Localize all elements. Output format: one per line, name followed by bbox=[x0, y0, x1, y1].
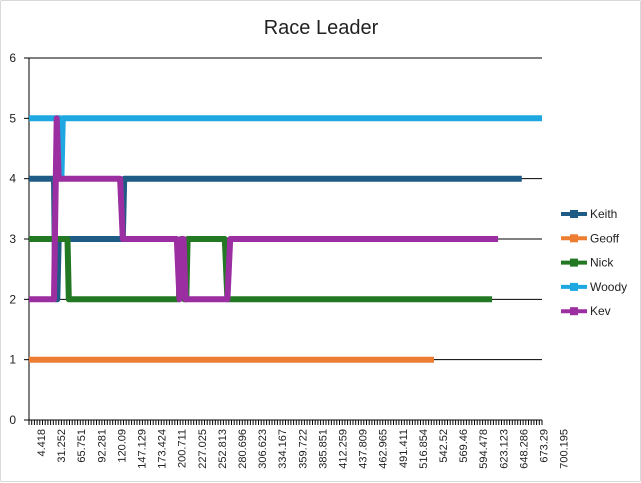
x-tick-label: 437.809 bbox=[358, 429, 370, 469]
legend-label-keith: Keith bbox=[590, 207, 617, 221]
legend-label-geoff: Geoff bbox=[590, 231, 620, 245]
x-tick-label: 252.813 bbox=[217, 429, 229, 469]
x-tick-label: 623.123 bbox=[498, 429, 510, 469]
x-tick-label: 491.411 bbox=[398, 429, 410, 468]
x-tick-label: 120.09 bbox=[116, 429, 128, 463]
y-tick-label: 3 bbox=[9, 232, 16, 246]
chart-title: Race Leader bbox=[264, 17, 379, 39]
x-tick-label: 200.711 bbox=[177, 429, 189, 468]
x-axis-ticks: 4.418 31.252 65.751 92.281 120.09 147.129 173.… bbox=[36, 429, 571, 469]
legend-marker-keith bbox=[570, 210, 578, 218]
x-tick-label: 648.286 bbox=[518, 429, 530, 469]
legend: Keith Geoff Nick Woody Kev bbox=[561, 207, 627, 318]
x-tick-label: 173.424 bbox=[157, 429, 169, 469]
x-tick-label: 594.478 bbox=[478, 429, 490, 469]
x-tick-label: 227.025 bbox=[197, 429, 209, 469]
legend-label-woody: Woody bbox=[590, 280, 627, 294]
legend-label-nick: Nick bbox=[590, 256, 614, 270]
x-tick-label: 516.854 bbox=[418, 429, 430, 469]
x-tick-label: 31.252 bbox=[56, 429, 68, 463]
legend-marker-kev bbox=[570, 307, 578, 316]
y-tick-label: 4 bbox=[9, 172, 16, 186]
x-tick-label: 147.129 bbox=[137, 429, 149, 469]
series-line-woody bbox=[29, 115, 542, 182]
x-tick-label: 359.722 bbox=[297, 429, 309, 469]
legend-marker-nick bbox=[570, 258, 578, 267]
y-axis-ticks: 0 1 2 3 4 5 6 bbox=[9, 51, 16, 427]
legend-marker-geoff bbox=[570, 234, 578, 243]
x-tick-label: 412.259 bbox=[338, 429, 350, 469]
x-tick-label: 334.167 bbox=[277, 429, 289, 469]
y-tick-label: 5 bbox=[9, 111, 16, 125]
plot-area bbox=[29, 115, 542, 363]
x-tick-label: 65.751 bbox=[76, 429, 88, 463]
y-tick-label: 2 bbox=[9, 292, 16, 306]
x-tick-label: 92.281 bbox=[96, 429, 108, 463]
x-tick-label: 673.29 bbox=[539, 429, 551, 463]
series-line-nick bbox=[29, 236, 493, 303]
x-tick-label: 700.195 bbox=[559, 429, 571, 469]
y-tick-label: 6 bbox=[9, 51, 16, 65]
y-tick-label: 0 bbox=[9, 413, 16, 427]
x-tick-label: 4.418 bbox=[36, 429, 48, 457]
x-tick-label: 385.851 bbox=[317, 429, 329, 469]
y-tick-label: 1 bbox=[9, 353, 16, 367]
x-tick-label: 542.52 bbox=[438, 429, 450, 463]
series-line-kev bbox=[29, 115, 499, 303]
x-tick-label: 306.623 bbox=[257, 429, 269, 469]
gridlines bbox=[29, 57, 542, 361]
legend-marker-woody bbox=[570, 282, 578, 291]
legend-label-kev: Kev bbox=[590, 304, 611, 318]
x-tick-label: 280.696 bbox=[237, 429, 249, 469]
x-tick-label: 462.965 bbox=[378, 429, 390, 469]
x-tick-label: 569.46 bbox=[458, 429, 470, 463]
